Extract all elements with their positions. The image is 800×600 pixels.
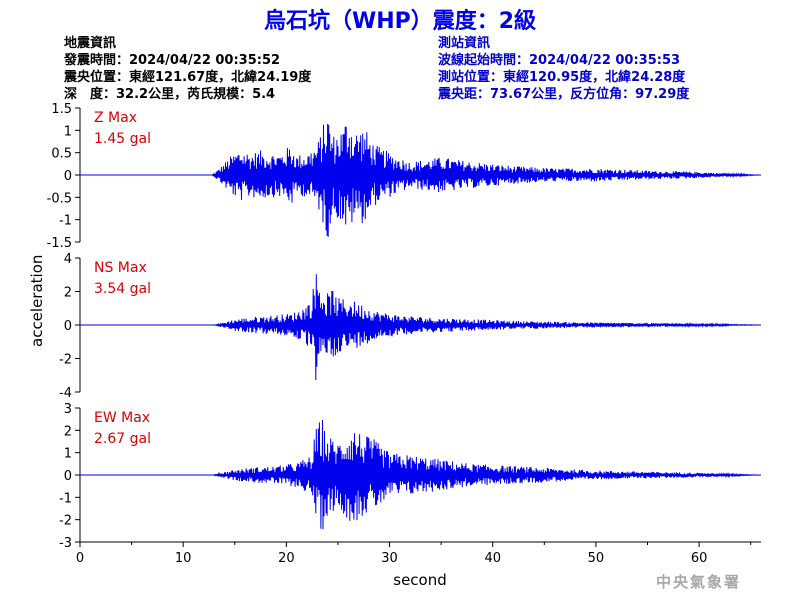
station-info-block: 測站資訊 波線起始時間：2024/04/22 00:35:53 測站位置：東經1… xyxy=(438,35,689,103)
y-tick-label: 1 xyxy=(64,124,72,139)
wave-start-time: 波線起始時間：2024/04/22 00:35:53 xyxy=(438,53,681,68)
waveform-trace-ew xyxy=(213,419,761,530)
y-tick-label: -1 xyxy=(59,491,72,506)
y-axis-label: acceleration xyxy=(28,254,46,347)
chart-title: 烏石坑（WHP）震度：2級 xyxy=(263,9,537,34)
station-location: 測站位置：東經120.95度，北緯24.28度 xyxy=(438,70,686,85)
epicentral-distance: 震央距：73.67公里，反方位角：97.29度 xyxy=(438,87,690,102)
depth-magnitude: 深 度：32.2公里，芮氏規模：5.4 xyxy=(64,87,276,102)
y-tick-label: 1.5 xyxy=(51,102,72,117)
x-tick-label: 10 xyxy=(175,551,192,566)
max-label-ns: NS Max xyxy=(94,260,147,276)
y-tick-label: -1.5 xyxy=(47,236,72,251)
max-label-ew: EW Max xyxy=(94,410,150,426)
epicenter-location: 震央位置：東經121.67度，北緯24.19度 xyxy=(64,70,312,85)
y-tick-label: 2 xyxy=(64,286,72,301)
max-value-ew: 2.67 gal xyxy=(94,431,151,447)
waveform-trace-z xyxy=(211,123,761,237)
y-tick-label: -4 xyxy=(59,386,72,401)
max-value-z: 1.45 gal xyxy=(94,131,151,147)
x-tick-label: 20 xyxy=(278,551,295,566)
x-tick-label: 60 xyxy=(691,551,708,566)
station-info-header: 測站資訊 xyxy=(438,36,491,51)
waveform-trace-ns xyxy=(214,274,761,381)
y-tick-label: 2 xyxy=(64,424,72,439)
y-tick-label: -2 xyxy=(59,514,72,529)
y-tick-label: 4 xyxy=(64,252,72,267)
y-tick-label: -0.5 xyxy=(47,191,72,206)
y-tick-label: 3 xyxy=(64,402,72,417)
y-tick-label: -1 xyxy=(59,214,72,229)
origin-time: 發震時間：2024/04/22 00:35:52 xyxy=(64,53,281,68)
y-tick-label: 0.5 xyxy=(51,147,72,162)
y-tick-label: 0 xyxy=(64,319,72,334)
max-label-z: Z Max xyxy=(94,110,137,126)
y-tick-label: 1 xyxy=(64,447,72,462)
x-tick-label: 0 xyxy=(76,551,84,566)
x-tick-label: 40 xyxy=(484,551,501,566)
y-tick-label: 0 xyxy=(64,469,72,484)
agency-watermark: 中央氣象署 xyxy=(656,573,742,591)
x-axis-label: second xyxy=(393,571,447,589)
y-tick-label: 0 xyxy=(64,169,72,184)
max-value-ns: 3.54 gal xyxy=(94,281,151,297)
y-tick-label: -3 xyxy=(59,536,72,551)
quake-info-header: 地震資訊 xyxy=(64,36,117,51)
y-tick-label: -2 xyxy=(59,353,72,368)
quake-info-block: 地震資訊 發震時間：2024/04/22 00:35:52 震央位置：東經121… xyxy=(64,35,311,103)
x-tick-label: 30 xyxy=(381,551,398,566)
x-tick-label: 50 xyxy=(588,551,605,566)
